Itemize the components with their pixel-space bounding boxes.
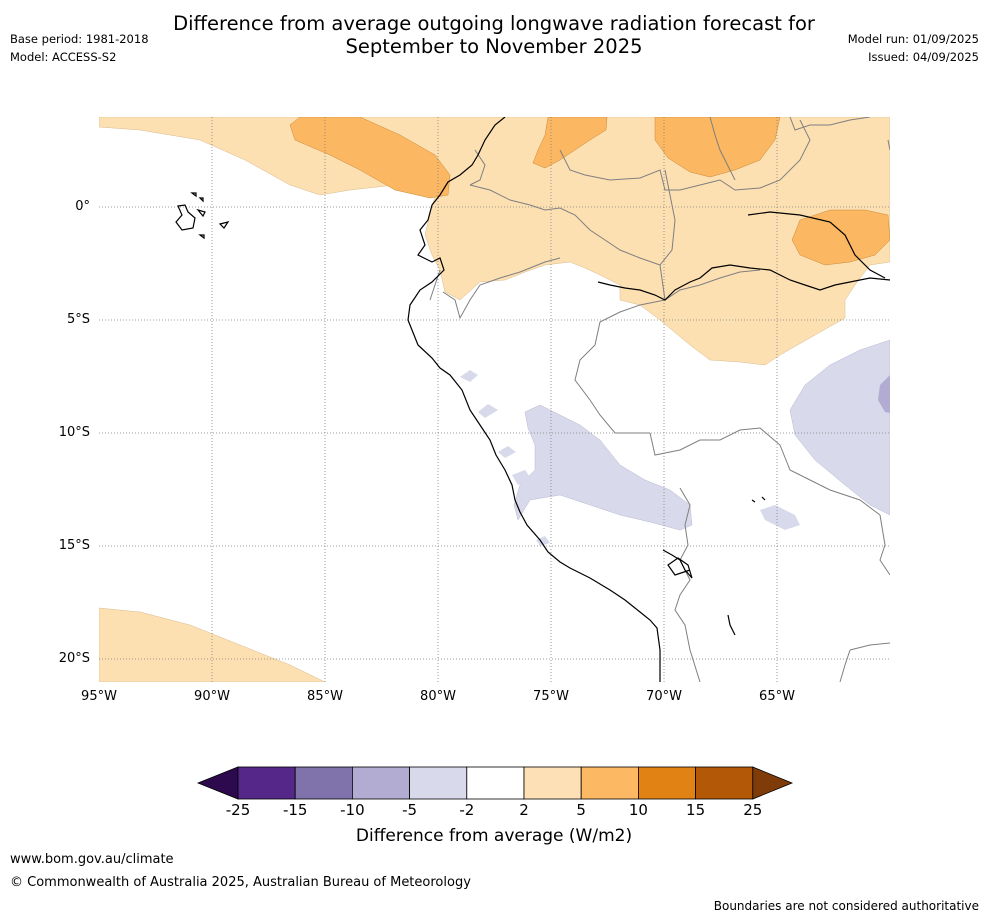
chart-title-line2: September to November 2025	[345, 35, 643, 58]
lon-label-80w: 80°W	[420, 689, 456, 704]
lat-label-5s: 5°S	[66, 312, 90, 327]
anomaly-region-positive-north	[99, 117, 890, 366]
colorbar-bin-5	[466, 766, 525, 800]
footer-disclaimer: Boundaries are not considered authoritat…	[713, 899, 979, 913]
colorbar-bin-3	[351, 766, 410, 800]
lon-label-95w: 95°W	[81, 689, 117, 704]
model-run-date: Model run: 01/09/2025	[847, 32, 979, 46]
anomaly-region-5-10-east	[654, 117, 781, 178]
anomaly-region-negative-east-core	[878, 375, 890, 413]
issued-date: Issued: 04/09/2025	[868, 50, 979, 64]
anomaly-region-5-10-amazon	[791, 209, 890, 266]
lon-label-65w: 65°W	[759, 689, 795, 704]
lat-label-15s: 15°S	[58, 538, 90, 553]
colorbar-bin-7	[580, 766, 639, 800]
colorbar	[196, 766, 794, 800]
colorbar-bin-9	[695, 766, 754, 800]
colorbar-tick: 15	[686, 801, 706, 819]
anomaly-patch-2	[478, 404, 498, 418]
colorbar-tick: -25	[225, 801, 251, 819]
lon-label-75w: 75°W	[533, 689, 569, 704]
map-area	[99, 117, 890, 682]
anomaly-patch-6	[536, 536, 550, 546]
lat-label-0: 0°	[75, 199, 90, 214]
anomaly-region-5-10-center	[532, 117, 608, 169]
colorbar-bin-8	[638, 766, 697, 800]
colorbar-bin-2	[294, 766, 353, 800]
colorbar-arrow-low	[196, 766, 239, 800]
base-period: Base period: 1981-2018	[10, 32, 149, 46]
coastline	[407, 117, 890, 682]
chart-title-line1: Difference from average outgoing longwav…	[173, 12, 815, 35]
lon-label-85w: 85°W	[307, 689, 343, 704]
colorbar-bin-4	[409, 766, 468, 800]
colorbar-title: Difference from average (W/m2)	[355, 826, 633, 846]
lat-label-10s: 10°S	[58, 425, 90, 440]
lon-label-90w: 90°W	[194, 689, 230, 704]
anomaly-patch-1	[460, 370, 478, 382]
colorbar-tick: 2	[519, 801, 529, 819]
anomaly-region-negative-east	[789, 339, 890, 516]
colorbar-tick: -10	[340, 801, 365, 819]
anomaly-patch-3	[498, 446, 516, 458]
colorbar-bin-6	[523, 766, 582, 800]
country-borders	[429, 117, 890, 682]
lon-label-70w: 70°W	[646, 689, 682, 704]
anomaly-region-5-10-west	[289, 117, 451, 199]
colorbar-arrow-high	[752, 766, 794, 800]
lat-label-20s: 20°S	[58, 651, 90, 666]
colorbar-tick: 10	[628, 801, 648, 819]
colorbar-tick: 5	[576, 801, 586, 819]
footer-url: www.bom.gov.au/climate	[10, 852, 174, 867]
graticule	[99, 117, 890, 682]
colorbar-tick: -5	[402, 801, 418, 819]
chart-title: Difference from average outgoing longwav…	[0, 12, 988, 58]
anomaly-patch-5	[760, 505, 800, 530]
galapagos-islands	[175, 192, 230, 240]
model-name: Model: ACCESS-S2	[10, 50, 117, 64]
colorbar-tick: -15	[282, 801, 308, 819]
footer-copyright: © Commonwealth of Australia 2025, Austra…	[10, 875, 471, 890]
colorbar-bin-1	[237, 766, 296, 800]
colorbar-tick: -2	[459, 801, 475, 819]
colorbar-tick: 25	[743, 801, 763, 819]
anomaly-patch-4	[512, 470, 532, 485]
